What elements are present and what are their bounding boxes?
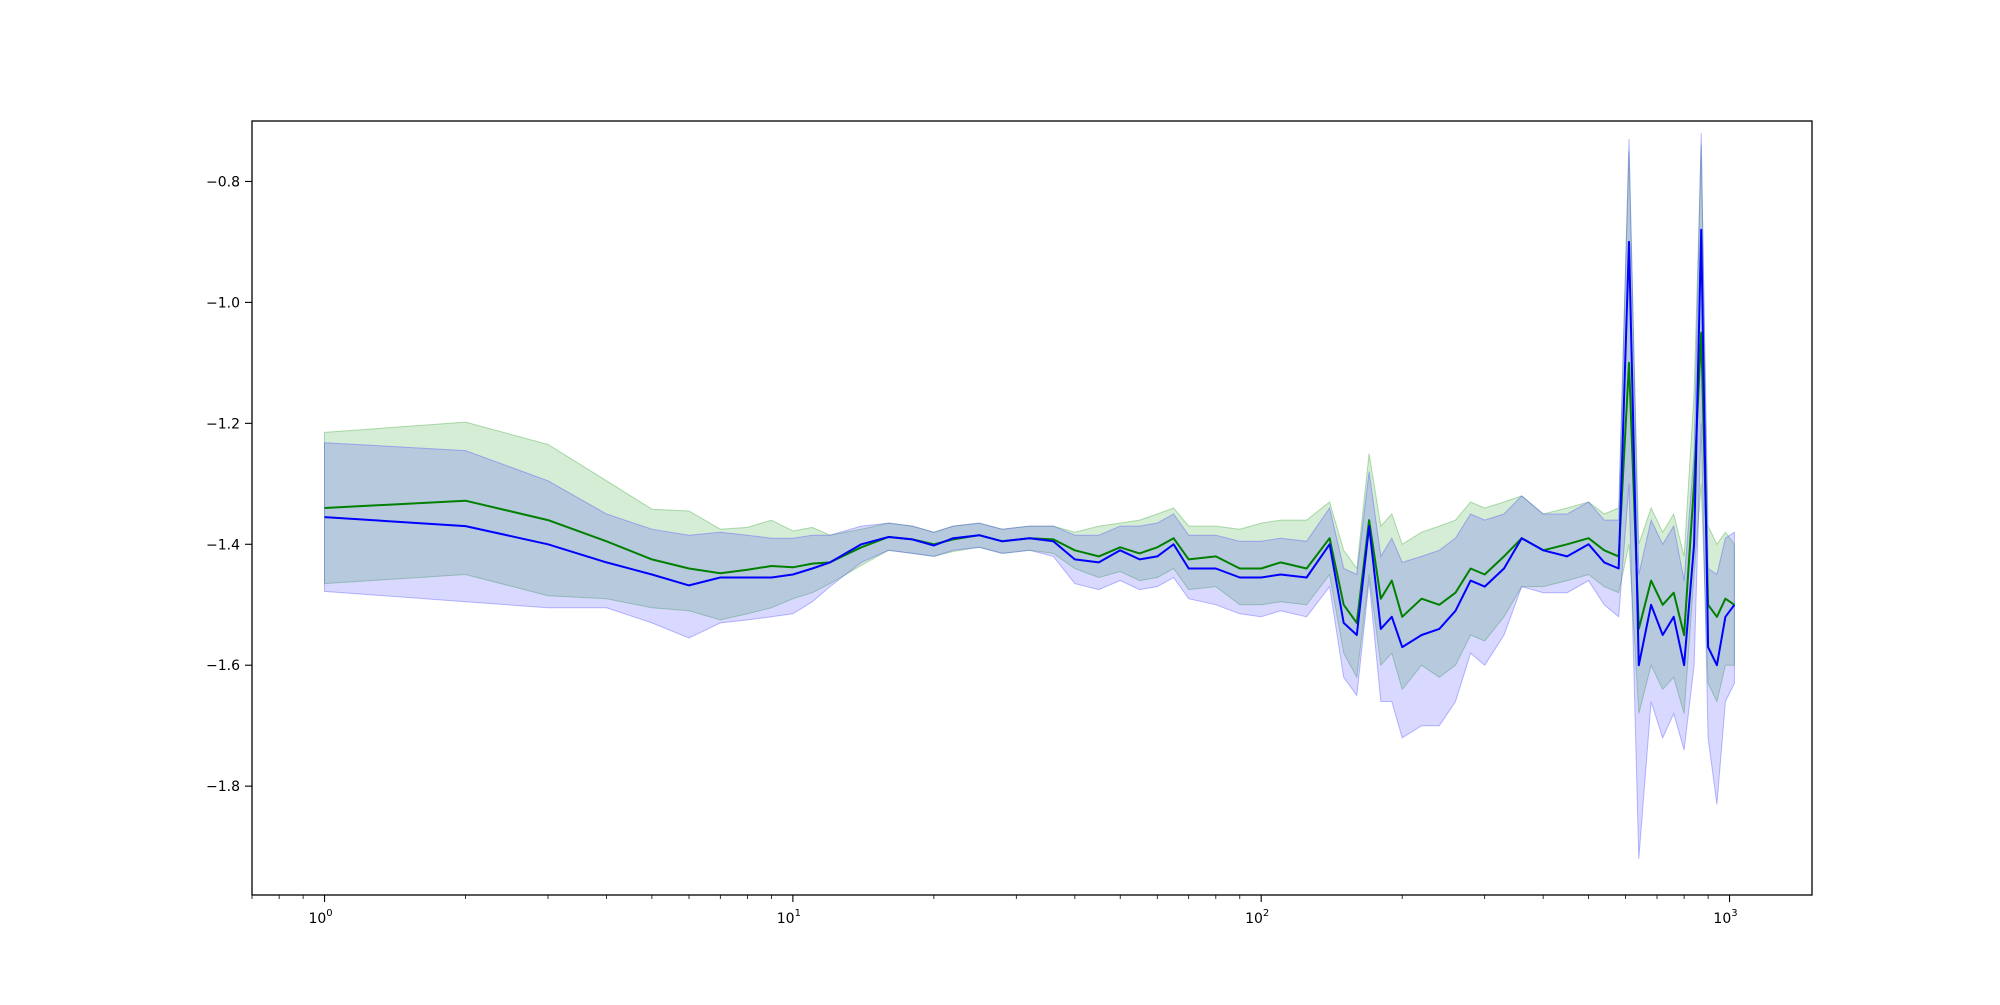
y-tick-label: −1.0 <box>206 295 240 311</box>
band-series-2 <box>324 133 1735 859</box>
series-lines <box>324 228 1736 667</box>
x-tick-exponent: 0 <box>326 908 332 919</box>
y-tick-label: −1.8 <box>206 779 240 795</box>
y-tick-label: −0.8 <box>206 174 240 190</box>
confidence-bands <box>324 133 1735 859</box>
x-tick-exponent: 2 <box>1263 908 1269 919</box>
band-series-1 <box>324 145 1735 714</box>
line-series-2 <box>324 228 1736 667</box>
x-tick-exponent: 3 <box>1731 908 1737 919</box>
y-tick-label: −1.6 <box>206 658 240 674</box>
x-tick-exponent: 1 <box>795 908 801 919</box>
y-tick-label: −1.4 <box>206 537 240 553</box>
y-tick-label: −1.2 <box>206 416 240 432</box>
y-axis: −0.8 −1.0 −1.2 −1.4 −1.6 −1.8 <box>206 174 252 795</box>
plot-frame <box>251 120 1813 896</box>
